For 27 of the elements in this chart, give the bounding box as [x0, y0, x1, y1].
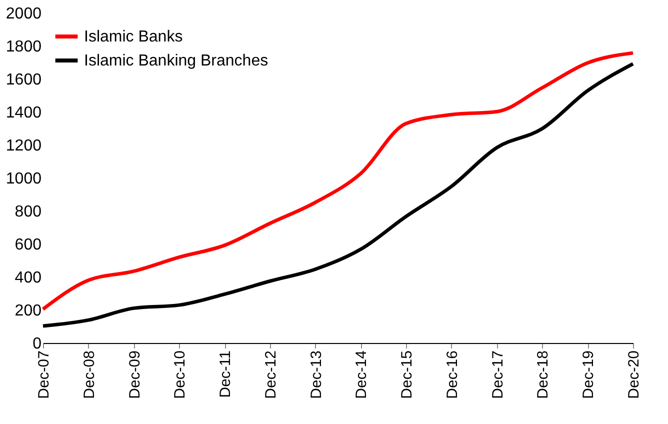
- x-tick-label: Dec-14: [353, 350, 370, 399]
- x-tick-label: Dec-20: [626, 350, 642, 399]
- y-tick-label: 1200: [6, 138, 42, 154]
- x-tick-label: Dec-12: [262, 350, 280, 399]
- y-tick-label: 0: [32, 336, 42, 352]
- legend-label: Islamic Banks: [84, 28, 183, 46]
- x-tick-label: Dec-11: [217, 350, 234, 398]
- x-tick-label: Dec-16: [444, 350, 461, 399]
- y-tick-label: 200: [14, 302, 42, 320]
- y-tick-label: 800: [14, 204, 42, 220]
- y-tick-label: 1600: [6, 72, 42, 88]
- x-tick-label: Dec-17: [489, 350, 506, 399]
- y-tick-label: 600: [14, 236, 42, 254]
- y-tick-label: 400: [14, 270, 42, 286]
- x-tick-label: Dec-18: [534, 350, 552, 399]
- x-tick-label: Dec-19: [580, 350, 598, 399]
- y-tick-label: 1800: [6, 38, 42, 56]
- x-tick-label: Dec-13: [308, 350, 325, 399]
- x-tick-label: Dec-07: [36, 350, 52, 399]
- x-tick-label: Dec-15: [398, 350, 416, 399]
- y-tick-label: 1400: [6, 104, 42, 122]
- x-tick-label: Dec-08: [80, 350, 98, 399]
- x-tick-label: Dec-09: [126, 350, 144, 399]
- y-tick-label: 1000: [6, 170, 42, 188]
- y-tick-label: 2000: [6, 6, 42, 22]
- legend-label: Islamic Banking Branches: [84, 52, 268, 70]
- x-tick-label: Dec-10: [172, 350, 189, 399]
